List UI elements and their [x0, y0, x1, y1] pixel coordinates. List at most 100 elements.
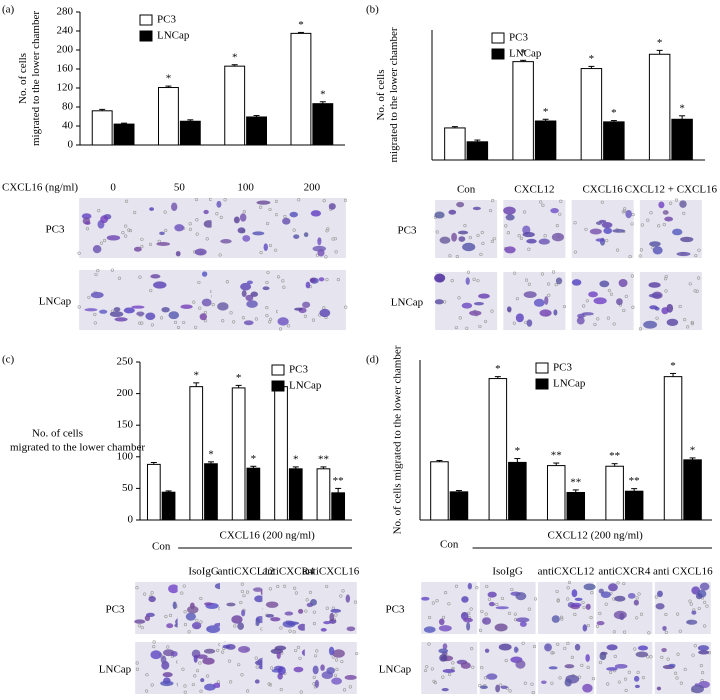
- pore: [198, 661, 202, 665]
- significance-mark: **: [629, 475, 640, 487]
- row-label: LNCap: [99, 664, 132, 676]
- cell: [106, 235, 121, 241]
- micrograph: [211, 198, 280, 258]
- cell: [156, 242, 171, 246]
- micrograph: [503, 199, 566, 258]
- y-tick-label: 150: [117, 419, 134, 431]
- cell: [635, 651, 649, 658]
- bar: [274, 386, 288, 521]
- cell: [555, 277, 563, 285]
- pore: [298, 656, 302, 660]
- cell: [599, 280, 610, 288]
- x-tick-label: Con: [152, 541, 171, 553]
- pore: [195, 669, 200, 673]
- micrograph: [77, 198, 148, 258]
- pore: [254, 317, 259, 321]
- cell: [303, 232, 309, 238]
- cell: [538, 238, 550, 245]
- y-axis-label: No. of cells: [375, 69, 387, 120]
- significance-mark: *: [251, 453, 257, 465]
- pore: [646, 655, 650, 659]
- pore: [152, 645, 156, 649]
- cell: [441, 688, 449, 692]
- pore: [531, 690, 535, 695]
- cell: [661, 648, 667, 653]
- pore: [268, 320, 272, 324]
- cell: [466, 622, 471, 631]
- x-tick-label: antiCXCL16: [302, 566, 359, 578]
- significance-mark: **: [570, 476, 581, 488]
- cell: [159, 231, 165, 236]
- x-tick-label: 50: [174, 182, 186, 194]
- cell: [634, 684, 640, 689]
- bar: [444, 127, 466, 161]
- pore: [628, 254, 632, 259]
- micrograph: [276, 270, 348, 331]
- pore: [533, 597, 538, 601]
- significance-mark: *: [690, 444, 696, 456]
- pore: [582, 605, 586, 610]
- pore: [77, 251, 81, 255]
- cell: [438, 648, 449, 654]
- significance-mark: *: [679, 102, 685, 114]
- pore: [312, 610, 316, 614]
- cell: [679, 200, 687, 208]
- pore: [480, 230, 484, 235]
- pore: [513, 612, 517, 616]
- cell: [294, 307, 303, 311]
- pore: [203, 310, 207, 315]
- cell: [691, 610, 697, 615]
- y-tick-label: 0: [128, 514, 134, 526]
- pore: [314, 654, 318, 658]
- pore: [283, 214, 287, 219]
- pore: [221, 319, 225, 323]
- pore: [282, 584, 287, 588]
- cell: [187, 605, 199, 614]
- pore: [622, 581, 626, 586]
- pore: [322, 199, 326, 203]
- pore: [450, 279, 454, 283]
- pore: [265, 306, 269, 310]
- pore: [467, 611, 471, 615]
- pore: [279, 626, 283, 630]
- cell: [600, 591, 611, 598]
- micrograph: [654, 642, 711, 694]
- pore: [138, 275, 142, 279]
- pore: [627, 670, 631, 674]
- y-tick-label: 250: [117, 356, 134, 368]
- cell: [201, 298, 212, 307]
- pore: [205, 674, 210, 678]
- bar: [512, 61, 534, 161]
- cell: [282, 217, 291, 225]
- pore: [617, 680, 621, 684]
- pore: [555, 224, 559, 228]
- cell: [225, 643, 236, 650]
- cell: [318, 277, 325, 282]
- y-tick-label: 240: [57, 25, 74, 37]
- pore: [624, 294, 628, 298]
- pore: [216, 648, 220, 653]
- x-tick-label: 100: [237, 182, 254, 194]
- micrograph-bg: [571, 200, 634, 258]
- cell: [84, 308, 98, 312]
- pore: [128, 228, 133, 233]
- cell: [698, 650, 710, 655]
- pore: [117, 276, 122, 280]
- bar: [603, 121, 625, 161]
- pore: [343, 198, 348, 202]
- micrograph: [434, 270, 498, 330]
- cell: [495, 684, 501, 693]
- cell: [113, 307, 121, 312]
- pore: [530, 682, 534, 686]
- cell: [633, 599, 639, 606]
- pore: [674, 198, 679, 202]
- pore: [268, 587, 272, 591]
- pore: [483, 319, 488, 324]
- bar: [331, 492, 346, 521]
- pore: [558, 212, 562, 216]
- cell: [289, 211, 298, 218]
- pore: [522, 210, 527, 214]
- pore: [495, 602, 499, 607]
- pore: [427, 642, 431, 646]
- pore: [476, 278, 480, 283]
